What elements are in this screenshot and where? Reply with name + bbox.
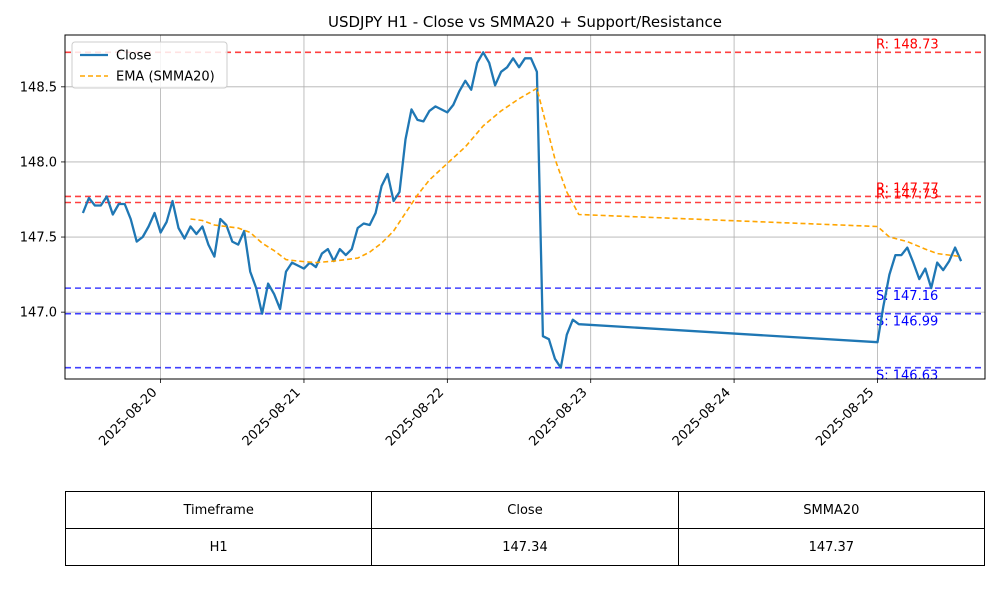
resistance-label: R: 147.73 (876, 187, 939, 202)
table-cell-smma20: 147.37 (677, 528, 986, 566)
x-tick-label: 2025-08-21 (240, 385, 304, 449)
table-row: H1 147.34 147.37 (64, 528, 986, 566)
close-series-line (81, 51, 963, 369)
table-header-close: Close (371, 491, 679, 529)
support-label: S: 147.16 (876, 289, 938, 304)
smma20-series-line (190, 87, 962, 264)
support-label: S: 146.99 (876, 315, 938, 330)
legend-label: Close (116, 49, 151, 64)
plot-frame (64, 34, 986, 380)
x-tick-label: 2025-08-24 (670, 385, 734, 449)
x-tick-label: 2025-08-23 (527, 385, 591, 449)
summary-table: Timeframe Close SMMA20 H1 147.34 147.37 (64, 491, 986, 566)
series-lines (81, 51, 963, 369)
table-header-smma20: SMMA20 (677, 491, 986, 529)
resistance-label: R: 148.73 (876, 37, 939, 52)
y-tick-label: 147.0 (20, 306, 57, 321)
support-label: S: 146.63 (876, 369, 938, 384)
legend-box (71, 41, 228, 89)
table-header-timeframe: Timeframe (64, 491, 373, 529)
table-cell-close: 147.34 (371, 528, 679, 566)
usdjpy-chart: USDJPY H1 - Close vs SMMA20 + Support/Re… (20, 13, 986, 449)
y-tick-label: 148.0 (20, 155, 57, 170)
resistance-label: R: 147.77 (876, 181, 939, 196)
grid-lines (65, 35, 985, 379)
legend: Close EMA (SMMA20) (71, 41, 228, 89)
x-tick-label: 2025-08-25 (813, 385, 877, 449)
y-tick-label: 148.5 (20, 80, 57, 95)
support-resistance-lines: R: 148.73 R: 147.77R: 147.73 S: 147.16 S: 1… (65, 37, 985, 384)
chart-title: USDJPY H1 - Close vs SMMA20 + Support/Re… (328, 13, 722, 31)
legend-label: EMA (SMMA20) (116, 70, 215, 85)
x-tick-label: 2025-08-20 (96, 385, 160, 449)
x-tick-label: 2025-08-22 (383, 385, 447, 449)
axes: 2025-08-20 2025-08-21 2025-08-22 2025-08-23… (20, 34, 986, 449)
table-cell-timeframe: H1 (64, 528, 373, 566)
table-header-row: Timeframe Close SMMA20 (64, 491, 986, 529)
y-tick-label: 147.5 (20, 231, 57, 246)
